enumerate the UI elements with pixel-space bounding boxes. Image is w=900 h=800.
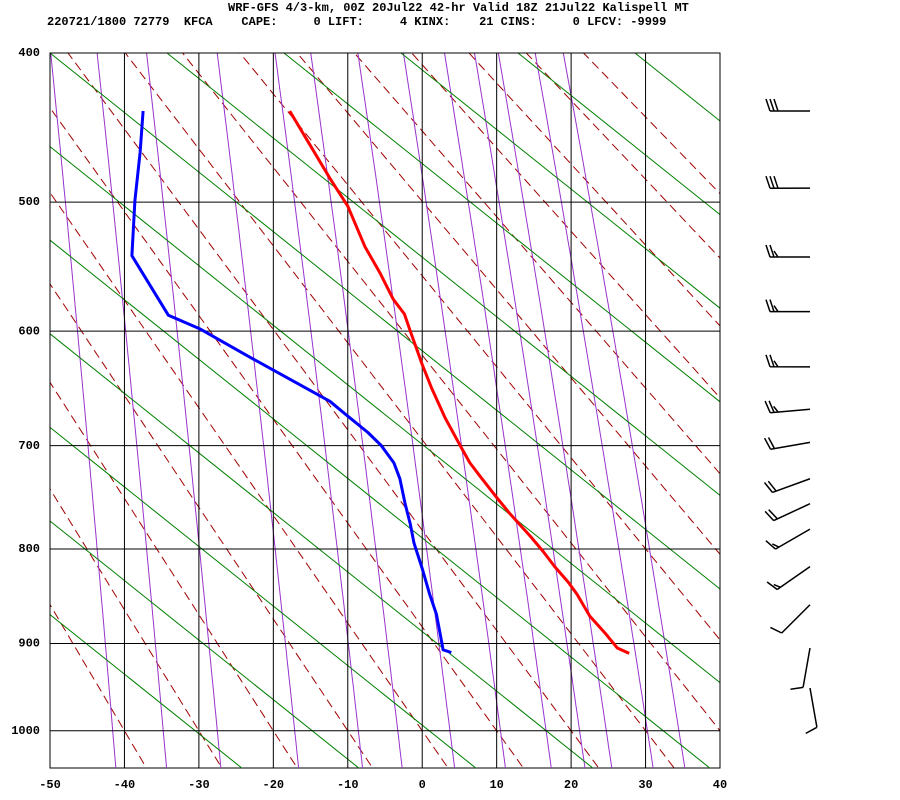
guide-line xyxy=(517,53,720,216)
mixing-ratio-line xyxy=(146,53,222,768)
profile-line xyxy=(130,110,452,654)
guide-line xyxy=(50,145,720,684)
x-tick-label: 10 xyxy=(489,778,503,792)
x-tick-label: 20 xyxy=(564,778,578,792)
guide-line xyxy=(283,53,720,403)
y-tick-label: 500 xyxy=(18,195,40,209)
mixing-ratio-line xyxy=(562,53,686,768)
y-tick-label: 600 xyxy=(18,324,40,338)
dry-adiabat xyxy=(67,53,600,768)
x-tick-label: -10 xyxy=(337,778,359,792)
wind-barb xyxy=(764,400,811,414)
y-tick-label: 400 xyxy=(18,46,40,60)
dry-adiabat xyxy=(50,191,449,768)
x-tick-label: -30 xyxy=(188,778,210,792)
x-tick-label: 30 xyxy=(638,778,652,792)
dry-adiabat xyxy=(124,53,675,768)
guide-line xyxy=(166,53,720,497)
profile-line xyxy=(288,110,630,655)
dry-adiabat xyxy=(411,53,720,399)
dry-adiabat xyxy=(50,381,298,768)
x-tick-label: -40 xyxy=(114,778,136,792)
mixing-ratio-line xyxy=(402,53,506,768)
wind-barb xyxy=(763,478,811,494)
mixing-ratio-line xyxy=(497,53,613,768)
dry-adiabat xyxy=(525,53,720,259)
dry-adiabat xyxy=(239,53,720,641)
dry-adiabat xyxy=(50,603,147,768)
dry-adiabat xyxy=(582,53,720,195)
plot-frame xyxy=(49,52,721,769)
wind-barb xyxy=(770,604,811,634)
guide-line xyxy=(50,426,477,768)
guide-line xyxy=(50,53,720,590)
mixing-ratio-line xyxy=(96,53,168,768)
mixing-ratio-line xyxy=(534,53,654,768)
mixing-ratio-line xyxy=(274,53,364,768)
wind-barb xyxy=(766,565,811,591)
guide-line xyxy=(50,333,594,768)
dry-adiabat xyxy=(181,53,720,732)
wind-barb xyxy=(805,687,818,735)
mixing-ratio-line xyxy=(310,53,403,768)
wind-barb xyxy=(765,175,811,189)
guide-line xyxy=(50,239,711,768)
mixing-ratio-line xyxy=(357,53,456,768)
mixing-ratio-line xyxy=(443,53,552,768)
wind-barb xyxy=(790,647,811,691)
x-tick-label: 40 xyxy=(713,778,727,792)
y-tick-label: 900 xyxy=(18,637,40,651)
wind-barb xyxy=(765,528,811,550)
mixing-ratio-line xyxy=(50,53,117,768)
guide-line xyxy=(634,53,720,122)
y-tick-label: 1000 xyxy=(11,724,40,738)
chart-subtitle: 220721/1800 72779 KFCA CAPE: 0 LIFT: 4 K… xyxy=(47,15,666,29)
dry-adiabat xyxy=(50,488,223,768)
x-tick-label: -50 xyxy=(39,778,61,792)
dry-adiabat xyxy=(50,283,374,768)
x-tick-label: -20 xyxy=(263,778,285,792)
guide-line xyxy=(869,53,900,773)
dry-adiabat xyxy=(468,53,720,327)
wind-barb xyxy=(763,437,811,451)
y-tick-label: 800 xyxy=(18,542,40,556)
guide-line xyxy=(50,613,243,768)
profiles xyxy=(130,110,630,655)
wind-barb xyxy=(765,299,811,313)
dry-adiabat xyxy=(296,53,720,556)
mixing-ratio-line xyxy=(473,53,586,768)
wind-barb xyxy=(765,244,811,258)
guide-line xyxy=(400,53,720,309)
dry-adiabat xyxy=(50,106,524,768)
wind-barb xyxy=(765,354,811,368)
y-tick-label: 700 xyxy=(18,439,40,453)
wind-barb xyxy=(764,503,811,522)
mixing-ratio-line xyxy=(216,53,300,768)
dry-adiabat xyxy=(353,53,720,475)
chart-title: WRF-GFS 4/3-km, 00Z 20Jul22 42-hr Valid … xyxy=(228,1,689,15)
guide-line xyxy=(50,520,360,768)
wind-barb xyxy=(765,98,811,112)
x-tick-label: 0 xyxy=(419,778,426,792)
